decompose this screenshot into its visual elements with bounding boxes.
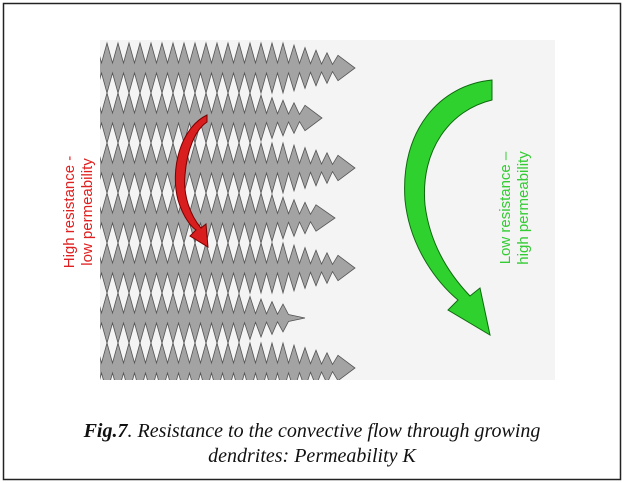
dendrite-arm [100,191,336,245]
dendrite-arm [100,341,356,380]
dendrites [100,41,356,380]
left-label-line: low permeability [79,158,96,266]
right-label-line: Low resistance – [497,151,514,264]
caption-text: . Resistance to the convective flow thro… [128,420,541,442]
dendrite-arm [100,241,356,295]
left-label: High resistance - low permeability [61,156,96,269]
right-label: Low resistance – high permeability [497,151,532,265]
red-arrow [174,114,209,248]
green-arrow [404,79,493,337]
dendrite-arm [100,291,306,345]
caption: Fig.7. Resistance to the convective flow… [83,420,541,442]
dendrite-arm [100,41,356,95]
caption-label: Fig.7 [83,420,129,442]
dendrite-arm [100,91,323,145]
left-label-line: High resistance - [61,156,78,269]
caption-line: dendrites: Permeability K [208,445,417,467]
right-label-line: high permeability [515,151,532,265]
